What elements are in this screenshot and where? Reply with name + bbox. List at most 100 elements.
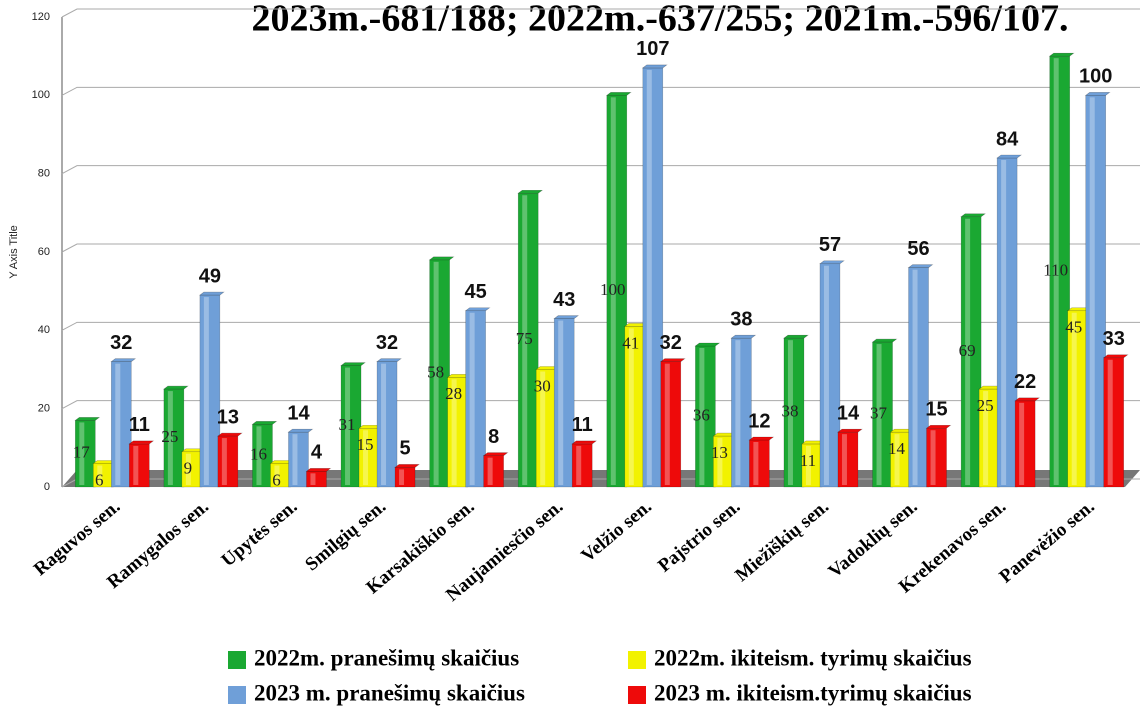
bar-cap [694,342,721,347]
x-tick-label: Raguvos sen. [30,496,124,580]
data-label: 69 [959,341,976,360]
grid-line [61,8,1140,18]
bar [306,471,327,488]
data-label: 32 [660,332,682,354]
bar-highlight [983,391,989,485]
x-tick-label: Miežiškių sen. [731,496,833,586]
bar-highlight [381,363,387,485]
data-label: 11 [572,414,593,436]
bar-highlight [1053,58,1059,486]
bar-highlight [363,430,369,485]
bar-cap [996,154,1023,159]
bar-highlight [399,469,405,485]
x-tick-label: Upytės sen. [218,496,302,571]
data-label: 37 [870,403,888,422]
bar-cap [659,358,686,362]
bar-highlight [823,265,829,485]
bar-cap [287,428,314,433]
data-label: 28 [445,384,462,403]
data-label: 6 [272,470,281,489]
bar [288,431,309,488]
bar-highlight [965,218,971,485]
bar-highlight [451,379,457,485]
bar-highlight [841,434,847,485]
bar-highlight [345,367,351,485]
bar-highlight [274,465,280,485]
bar-cap [305,468,332,472]
legend-swatch [628,686,646,704]
data-label: 14 [888,439,906,458]
data-label: 25 [161,427,178,446]
bar-highlight [699,348,705,485]
bar-cap [428,256,455,261]
data-label: 41 [622,333,639,352]
bar-highlight [487,457,493,485]
bar-cap [605,92,632,96]
x-tick-label: Panevėžio sen. [995,496,1098,587]
y-tick-label: 0 [44,481,50,493]
bar-highlight [912,269,918,485]
bar [465,310,486,488]
bar-highlight [805,445,811,485]
data-label: 9 [184,459,193,478]
bar [819,263,841,488]
data-label: 36 [693,405,710,424]
data-label: 14 [287,402,310,424]
bar [553,318,575,488]
grid-line [61,243,1140,253]
bar-cap [517,189,544,194]
bar-cap [748,436,775,441]
chart-title: 2023m.-681/188; 2022m.-637/255; 2021m.-5… [252,0,1069,40]
bar-highlight [115,363,121,485]
bar-cap [1014,397,1041,402]
legend-swatch [228,651,246,669]
data-label: 32 [110,332,132,354]
data-label: 16 [250,445,267,464]
bar-cap [216,432,243,437]
bar-highlight [522,195,528,485]
data-label: 13 [217,406,239,428]
bar-highlight [753,442,759,485]
bar-cap [730,334,757,339]
bar-highlight [787,340,793,485]
data-label: 11 [800,451,816,470]
bar-cap [783,334,809,339]
legend-swatch [628,651,646,669]
bar-highlight [876,344,882,485]
bar [1103,357,1125,488]
data-label: 56 [907,238,929,260]
y-tick-label: 100 [32,89,50,101]
bar [217,435,239,488]
data-label: 15 [925,399,947,421]
y-axis-title: Y Axis Title [8,225,20,279]
grid-line [61,86,1140,96]
bar-highlight [717,438,723,485]
bar-highlight [167,391,173,485]
data-label: 13 [711,443,728,462]
bar-highlight [894,434,900,485]
bar-cap [74,417,101,421]
bar [642,67,664,488]
data-label: 58 [427,362,444,381]
bar-cap [340,362,366,366]
x-tick-label: Vadoklių sen. [824,496,921,582]
data-label: 31 [339,415,356,434]
bar-highlight [1107,359,1113,485]
bar-highlight [628,328,634,485]
bar [483,455,504,488]
data-label: 107 [636,38,669,60]
bar [1085,95,1107,488]
bar-cap [110,358,137,362]
bar-highlight [610,97,616,485]
bar-cap [641,64,668,69]
bar [908,267,929,488]
bar [376,361,398,488]
bar-cap [925,424,952,429]
legend-label: 2022m. ikiteism. tyrimų skaičius [654,645,972,670]
bar-highlight [133,445,139,485]
data-label: 100 [1079,66,1112,88]
bar-cap [1084,92,1111,96]
x-tick-label: Velžio sen. [577,496,655,567]
data-label: 75 [516,329,533,348]
